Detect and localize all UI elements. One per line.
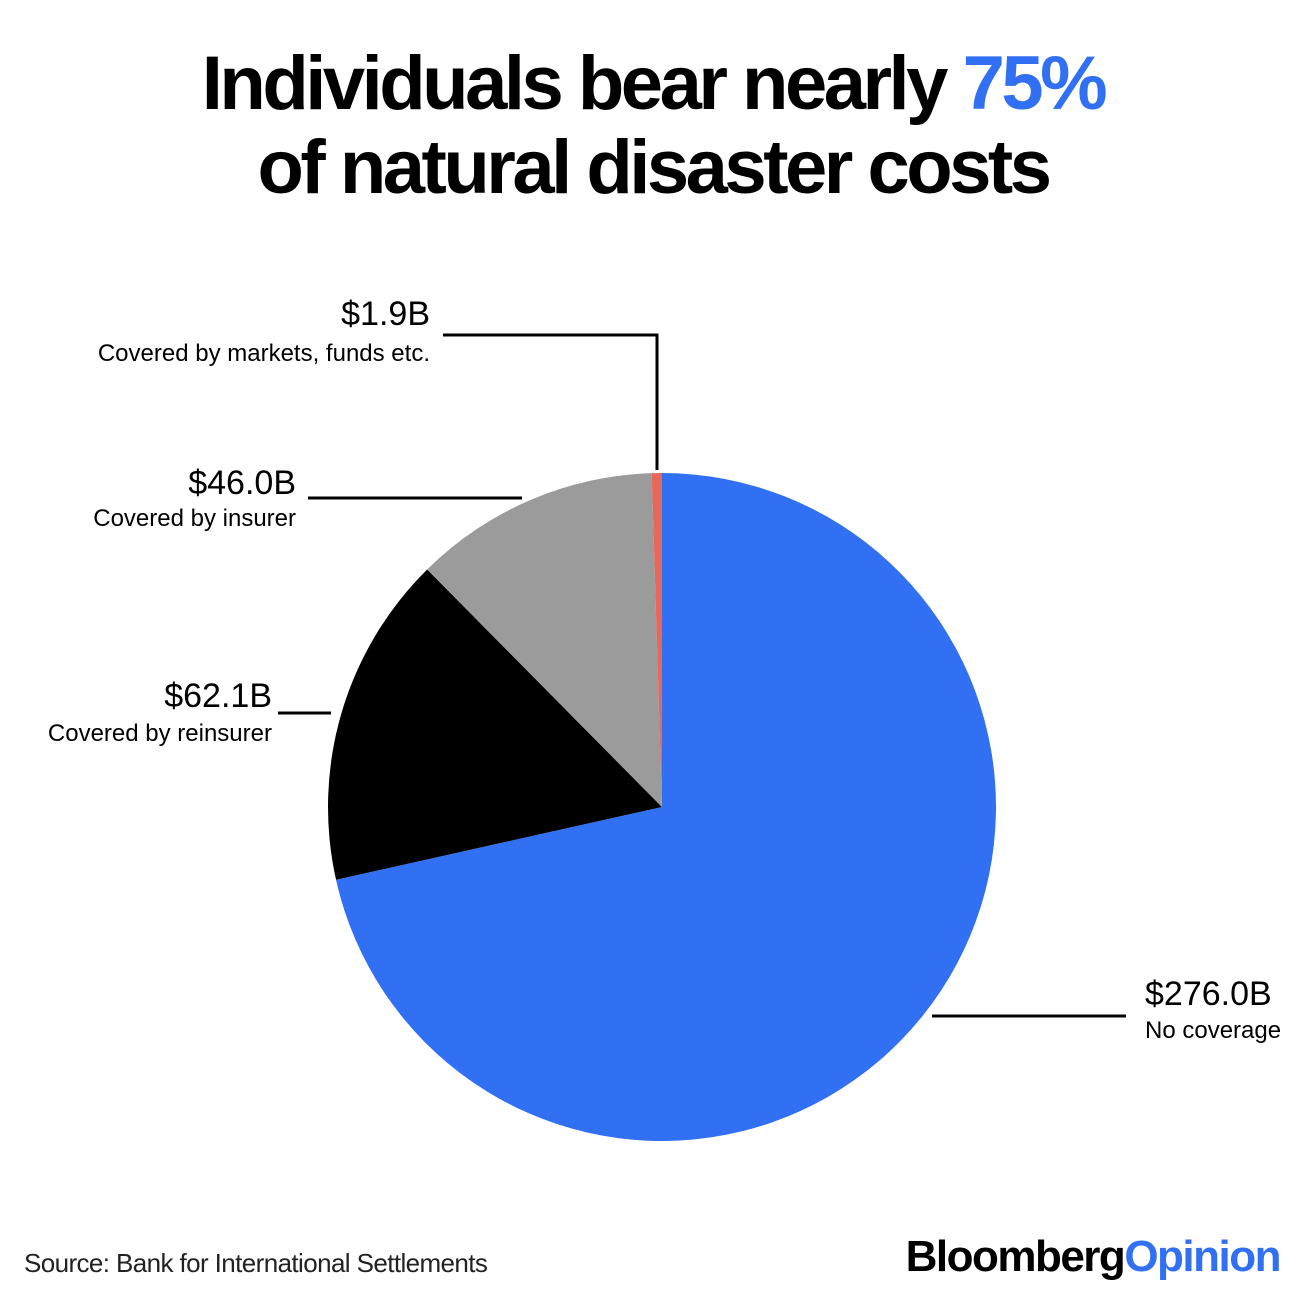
pie-slice-no-coverage (336, 473, 996, 1141)
pie-slice-reinsurer (327, 569, 662, 880)
chart-title: Individuals bear nearly 75% of natural d… (0, 42, 1306, 210)
label-name-insurer: Covered by insurer (93, 505, 296, 532)
title-part2: of natural disaster costs (257, 125, 1053, 210)
title-part1: Individuals bear nearly (201, 41, 949, 126)
label-value-insurer: $46.0B (188, 464, 296, 502)
pie-slice-markets (651, 473, 662, 807)
brand-logo: BloombergOpinion (905, 1232, 1282, 1282)
pie-slice-insurer (427, 473, 662, 807)
leader-lines (278, 333, 1126, 1018)
brand-part2: Opinion (1124, 1232, 1281, 1281)
label-value-reinsurer: $62.1B (164, 677, 272, 715)
leader-line-markets (443, 333, 659, 470)
label-name-markets: Covered by markets, funds etc. (98, 340, 430, 367)
pie-slices (327, 473, 996, 1141)
label-value-markets: $1.9B (341, 295, 430, 333)
source-note: Source: Bank for International Settlemen… (24, 1248, 488, 1278)
label-name-no-coverage: No coverage (1145, 1017, 1281, 1044)
label-value-no-coverage: $276.0B (1145, 975, 1272, 1013)
label-name-reinsurer: Covered by reinsurer (48, 720, 272, 747)
brand-part1: Bloomberg (905, 1232, 1126, 1281)
title-accent: 75% (962, 41, 1108, 126)
